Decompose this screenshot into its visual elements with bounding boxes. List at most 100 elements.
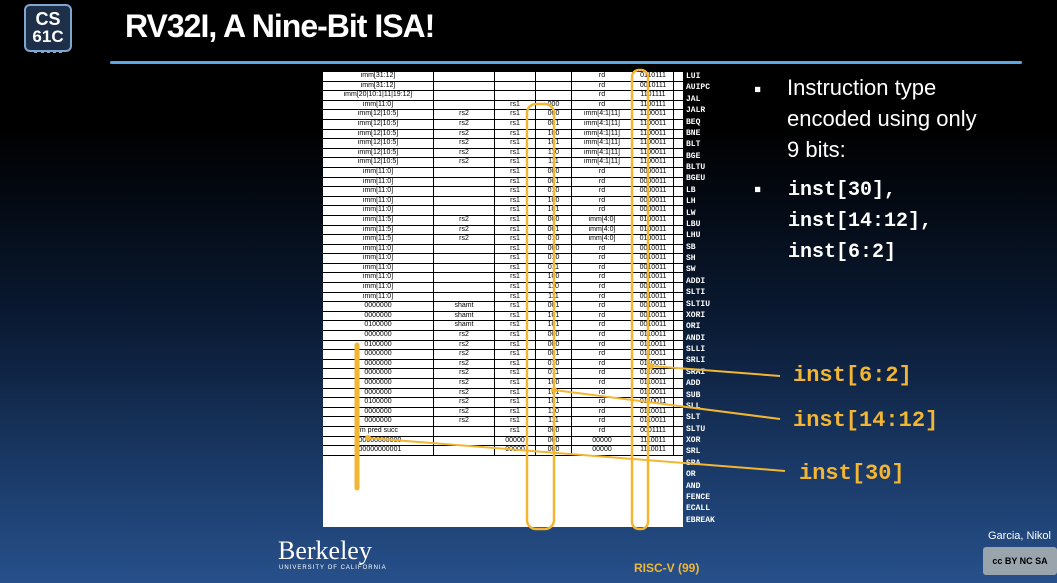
table-cell: imm[11:0]	[323, 254, 434, 263]
table-cell: 000000000001	[323, 446, 434, 455]
table-cell: rs1	[495, 177, 536, 187]
table-cell: rs2	[434, 110, 495, 119]
mnemonic-label: SRAI	[686, 367, 706, 377]
table-cell: 0110111	[633, 72, 674, 81]
table-cell: rs1	[495, 283, 536, 292]
table-cell: imm[12|10:5]	[323, 158, 434, 167]
table-cell: rs1	[495, 254, 536, 263]
bullet-1-line-1: Instruction type	[787, 75, 937, 100]
bullet-2-line-3: inst[6:2]	[788, 241, 897, 264]
table-cell: rs1	[495, 196, 536, 206]
table-cell: 0000011	[633, 206, 674, 215]
table-cell: rs2	[434, 388, 495, 398]
table-cell: imm[11:5]	[323, 215, 434, 225]
logo-dots	[34, 50, 62, 56]
mnemonic-label: LW	[686, 208, 696, 218]
callout-dot-14-12	[551, 387, 557, 393]
table-cell: 0000011	[633, 196, 674, 206]
table-cell: rs1	[495, 321, 536, 331]
mnemonic-label: ANDI	[686, 333, 706, 343]
bullet-1-line-3: 9 bits:	[787, 137, 846, 162]
table-cell: rs1	[495, 350, 536, 359]
bullet-2-line-2: inst[14:12],	[788, 210, 933, 233]
table-cell: 0000011	[633, 167, 674, 177]
table-cell: imm[31:12]	[323, 81, 434, 91]
mnemonic-label: SLL	[686, 401, 701, 411]
table-cell	[536, 81, 572, 91]
table-cell: rs1	[495, 119, 536, 129]
cs61c-logo: CS 61C	[24, 4, 72, 53]
mnemonic-label: BGE	[686, 151, 701, 161]
table-cell	[434, 273, 495, 283]
table-cell: imm[11:0]	[323, 187, 434, 196]
mnemonic-label: OR	[686, 470, 696, 480]
mnemonic-label: AND	[686, 481, 701, 491]
table-cell: rs2	[434, 398, 495, 407]
table-cell: rs1	[495, 302, 536, 311]
table-cell: rs2	[434, 119, 495, 129]
table-cell: 000	[536, 100, 572, 110]
table-cell: 0010111	[633, 81, 674, 91]
table-cell: 0001111	[633, 426, 674, 436]
mnemonic-label: SLT	[686, 413, 701, 423]
table-cell: rs1	[495, 331, 536, 340]
table-cell: 0000000	[323, 379, 434, 388]
table-cell: rs1	[495, 369, 536, 378]
table-cell: 0000000	[323, 407, 434, 417]
table-cell	[495, 91, 536, 100]
table-cell: imm[11:0]	[323, 177, 434, 187]
table-cell: rs1	[495, 187, 536, 196]
callout-dot-6-2	[648, 363, 654, 369]
mnemonic-label: SLTU	[686, 424, 706, 434]
bullet-1-line-2: encoded using only	[787, 106, 977, 131]
mnemonic-label: BLT	[686, 140, 701, 150]
table-cell: 0010011	[633, 302, 674, 311]
table-cell: rs1	[495, 426, 536, 436]
table-cell: rs2	[434, 215, 495, 225]
callout-inst-30: inst[30]	[799, 461, 905, 486]
table-cell: 0000000	[323, 350, 434, 359]
table-cell: 0100011	[633, 215, 674, 225]
mnemonic-label: SRLI	[686, 356, 706, 366]
table-cell	[495, 72, 536, 81]
mnemonic-label: BEQ	[686, 117, 701, 127]
table-cell: rs1	[495, 273, 536, 283]
table-cell: imm[11:0]	[323, 263, 434, 273]
mnemonic-label: SUB	[686, 390, 701, 400]
table-cell: 000000000000	[323, 436, 434, 446]
table-cell: rs2	[434, 235, 495, 244]
table-cell: rs2	[434, 417, 495, 426]
table-cell: rs2	[434, 350, 495, 359]
table-cell	[434, 283, 495, 292]
table-cell	[434, 446, 495, 455]
table-cell: rs1	[495, 407, 536, 417]
table-cell: shamt	[434, 311, 495, 321]
table-cell: 0100011	[633, 225, 674, 235]
table-cell	[536, 91, 572, 100]
table-cell	[434, 292, 495, 302]
mnemonic-label: SB	[686, 242, 696, 252]
table-cell	[434, 426, 495, 436]
table-cell: 0000000	[323, 302, 434, 311]
table-cell: rs2	[434, 148, 495, 158]
mnemonic-label: SLLI	[686, 345, 706, 354]
table-cell: rs1	[495, 244, 536, 254]
table-cell	[434, 72, 495, 81]
table-cell: 0000000	[323, 331, 434, 340]
table-cell: rs2	[434, 129, 495, 139]
table-cell: rs1	[495, 225, 536, 235]
table-cell: 0000000	[323, 369, 434, 378]
table-cell: 1100011	[633, 148, 674, 158]
table-cell: 1101111	[633, 91, 674, 100]
mnemonic-label: ORI	[686, 322, 701, 332]
mnemonic-label: XORI	[686, 310, 706, 320]
mnemonic-label: SW	[686, 265, 696, 275]
table-cell: 0100011	[633, 235, 674, 244]
table-cell: 0000000	[323, 388, 434, 398]
table-cell	[536, 72, 572, 81]
table-cell: rs1	[495, 215, 536, 225]
title-underline	[110, 61, 1022, 64]
table-cell: 0010011	[633, 292, 674, 302]
callout-line-14-12	[553, 389, 781, 420]
table-cell: 0100000	[323, 340, 434, 350]
